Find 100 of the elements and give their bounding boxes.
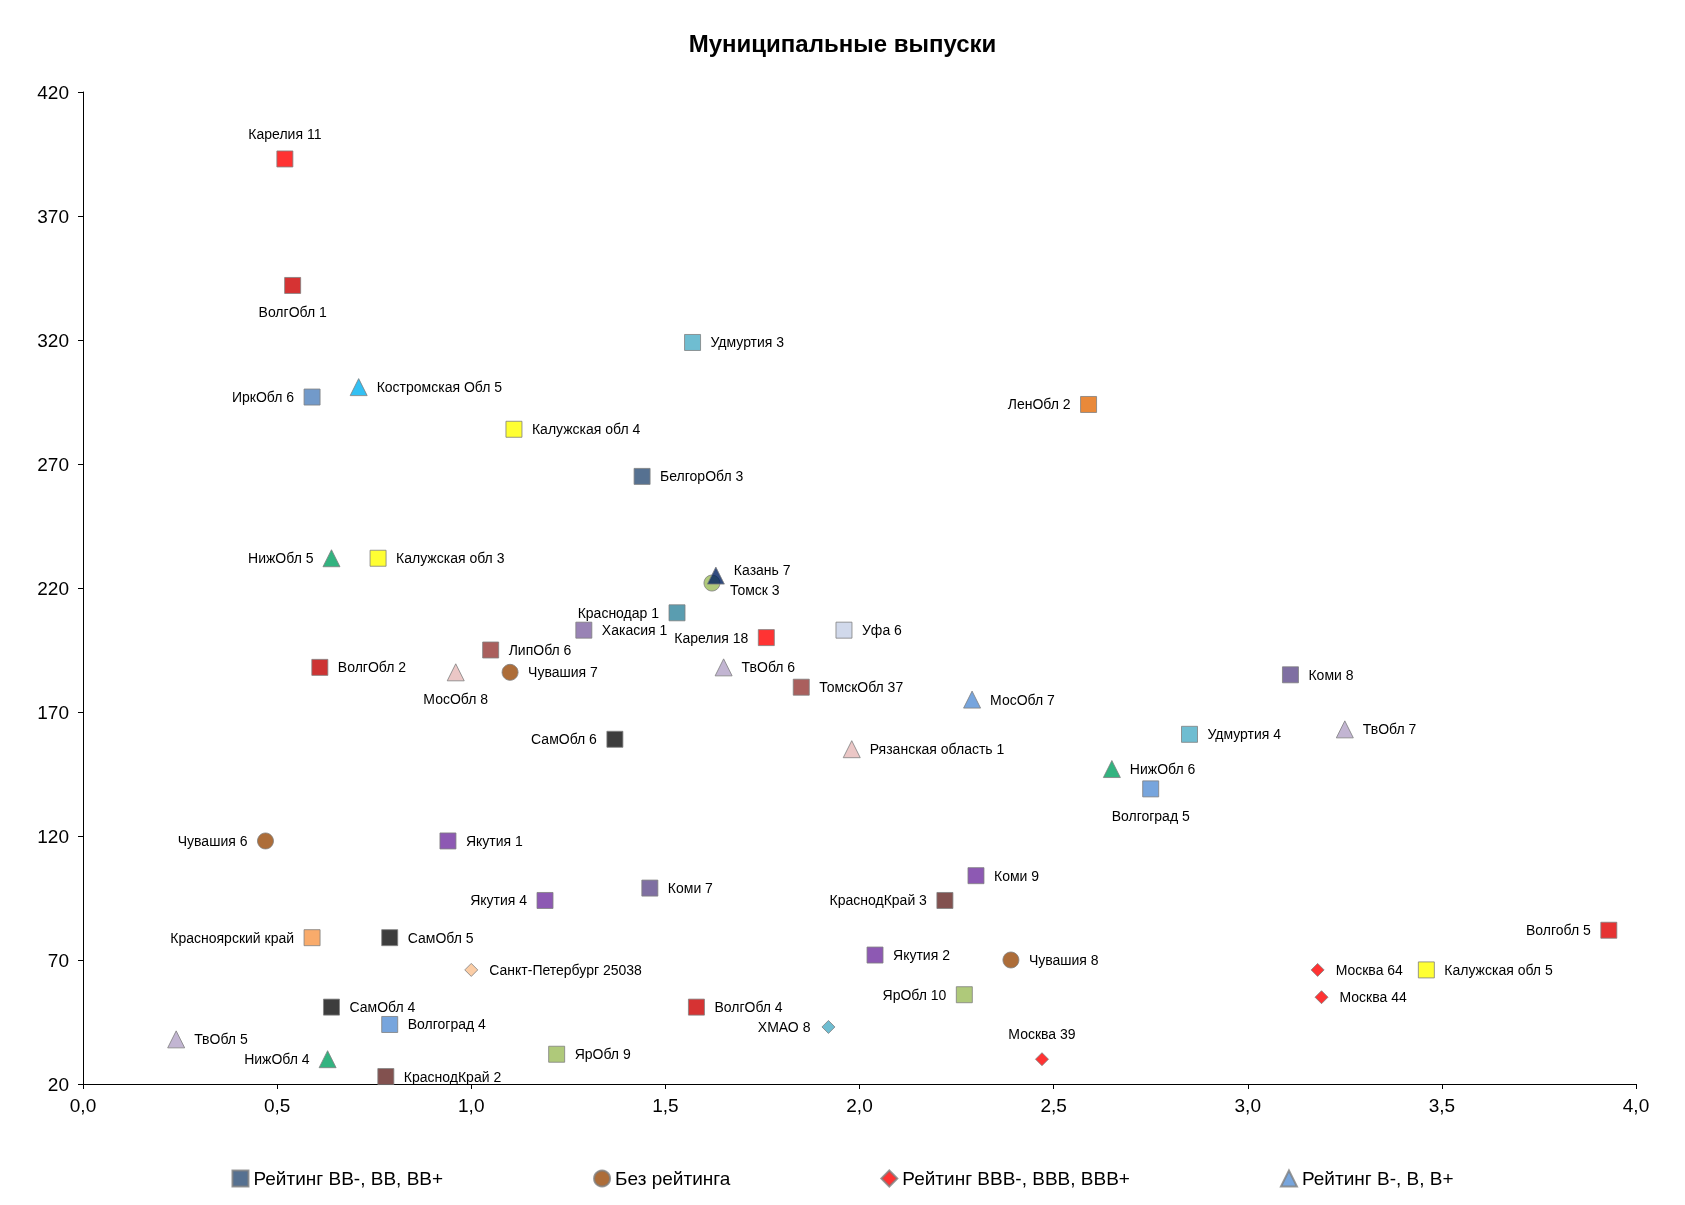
x-tick-label: 2,0: [846, 1095, 873, 1116]
annotation: Чувашия 7: [528, 664, 598, 681]
point: [464, 962, 479, 977]
x-tick-label: 3,0: [1234, 1095, 1261, 1116]
annotation: Калужская обл 5: [1444, 961, 1553, 978]
point: [381, 929, 399, 947]
point: [668, 604, 686, 622]
point: [322, 549, 341, 568]
point: [842, 740, 861, 759]
annotation: Москва 44: [1339, 989, 1407, 1006]
point: [1142, 780, 1160, 798]
point: [446, 663, 465, 682]
annotation: ВолгОбл 2: [337, 659, 407, 676]
y-tick-label: 120: [37, 825, 69, 847]
point: [303, 929, 321, 947]
annotation: Волгоград 4: [407, 1016, 487, 1033]
annotation: Санкт-Петербург 25038: [489, 961, 643, 978]
annotation: Якутия 4: [470, 892, 528, 909]
x-tick-label: 4,0: [1622, 1095, 1650, 1116]
annotation: Красноярский край: [170, 929, 295, 946]
point: [284, 276, 302, 294]
annotation: Карелия 18: [674, 629, 749, 646]
annotation: Якутия 1: [465, 832, 524, 849]
y-tick-label: 420: [37, 81, 69, 103]
annotation: Чувашия 8: [1028, 952, 1099, 968]
annotation: Удмуртия 3: [710, 334, 785, 351]
point: [963, 690, 982, 709]
point: [835, 621, 853, 639]
annotation: НижОбл 6: [1129, 761, 1196, 778]
point: [641, 879, 659, 897]
annotation: Чувашия 6: [177, 832, 248, 849]
y-tick-label: 370: [37, 205, 69, 227]
point: [1181, 725, 1199, 743]
point: [866, 946, 884, 964]
annotation: Хакасия 1: [601, 622, 668, 639]
point: [1080, 395, 1098, 413]
annotation: Москва 64: [1335, 961, 1404, 978]
point: [322, 998, 340, 1016]
point: [505, 420, 523, 438]
annotation: ВолгОбл 4: [714, 999, 783, 1016]
point: [955, 986, 973, 1004]
point: [1034, 1052, 1049, 1067]
annotation: Волгоград 5: [1111, 807, 1190, 824]
annotation: Коми 9: [993, 867, 1040, 884]
annotation: МосОбл 8: [423, 691, 489, 708]
legend-label: Без рейтинга: [615, 1168, 731, 1189]
annotation: НижОбл 4: [244, 1051, 310, 1068]
point: [575, 621, 593, 639]
point: [536, 891, 554, 909]
annotation: ТвОбл 5: [194, 1031, 248, 1048]
point: [633, 467, 651, 485]
annotation: ЛенОбл 2: [1007, 396, 1071, 413]
annotation: ВолгОбл 1: [258, 304, 327, 321]
annotation: Карелия 11: [248, 125, 322, 142]
annotation: Калужская обл 4: [531, 421, 641, 438]
point: [1002, 951, 1020, 969]
point: [318, 1050, 337, 1069]
chart-title: Муниципальные выпуски: [688, 29, 997, 57]
annotation: КраснодКрай 2: [403, 1068, 502, 1085]
annotation: ТвОбл 6: [741, 659, 796, 676]
point: [967, 867, 985, 885]
annotation: СамОбл 6: [531, 731, 598, 748]
point: [821, 1019, 836, 1034]
annotation: ТомскОбл 37: [819, 679, 904, 696]
point: [369, 549, 387, 567]
annotation: ТвОбл 7: [1362, 721, 1417, 738]
point: [1102, 760, 1121, 779]
x-tick-label: 1,0: [458, 1095, 485, 1116]
annotation: ЯрОбл 10: [882, 986, 947, 1003]
y-tick-label: 70: [47, 949, 69, 971]
point: [792, 678, 810, 696]
point: [256, 832, 274, 850]
point: [936, 891, 954, 909]
legend-label: Рейтинг B-, B, B+: [1301, 1168, 1454, 1189]
point: [706, 566, 725, 585]
y-tick-label: 20: [47, 1073, 69, 1095]
x-tick-label: 3,5: [1428, 1095, 1456, 1116]
annotation: Казань 7: [733, 561, 791, 578]
annotation: МосОбл 7: [990, 691, 1056, 708]
annotation: ЛипОбл 6: [508, 642, 572, 658]
annotation: Удмуртия 4: [1207, 726, 1282, 743]
annotation: Краснодар 1: [577, 604, 660, 621]
annotation: Костромская Обл 5: [376, 379, 503, 396]
annotation: СамОбл 5: [407, 929, 474, 946]
annotation: Рязанская область 1: [869, 741, 1005, 758]
point: [1281, 666, 1299, 684]
annotation: СамОбл 4: [349, 999, 416, 1016]
annotation: Якутия 2: [893, 947, 951, 964]
point: [482, 641, 500, 659]
annotation: Коми 8: [1308, 666, 1354, 683]
point: [439, 832, 457, 850]
point: [377, 1068, 395, 1086]
annotation: Калужская обл 3: [396, 550, 505, 567]
annotation: ЯрОбл 9: [574, 1046, 631, 1063]
point: [1417, 961, 1435, 979]
annotation: Коми 7: [667, 880, 714, 897]
y-tick-label: 320: [37, 329, 69, 351]
point: [303, 388, 321, 406]
y-tick-label: 270: [37, 453, 69, 475]
point: [1310, 962, 1325, 977]
